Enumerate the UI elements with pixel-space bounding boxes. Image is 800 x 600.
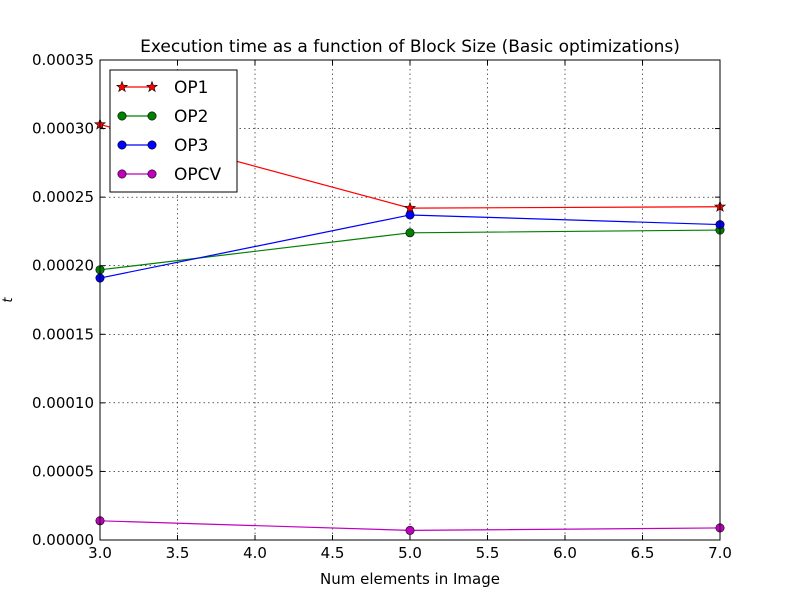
legend-marker-op2 bbox=[117, 111, 127, 121]
x-tick-label: 3.5 bbox=[166, 544, 190, 562]
data-point-opcv bbox=[405, 525, 415, 535]
legend-marker-op3 bbox=[147, 140, 157, 150]
x-axis-label: Num elements in Image bbox=[320, 570, 500, 588]
x-tick-label: 7.0 bbox=[708, 544, 732, 562]
legend-label-opcv: OPCV bbox=[174, 165, 222, 185]
legend-marker-op1 bbox=[145, 80, 159, 93]
y-tick-label: 0.00025 bbox=[32, 188, 94, 206]
axis-ticks: 3.0 3.5 4.0 4.5 5.0 5.5 6.0 6.5 7.0 0.00000 0.0000… bbox=[32, 51, 732, 562]
y-tick-label: 0.00030 bbox=[32, 120, 94, 138]
y-axis-label: t bbox=[1, 297, 16, 303]
data-point-op3 bbox=[405, 210, 415, 220]
y-tick-label: 0.00015 bbox=[32, 325, 94, 343]
y-tick-label: 0.00000 bbox=[32, 531, 94, 549]
y-tick-label: 0.00020 bbox=[32, 257, 94, 275]
legend-marker-opcv bbox=[117, 169, 127, 179]
y-tick-label: 0.00005 bbox=[32, 462, 94, 480]
legend-label-op1: OP1 bbox=[174, 78, 208, 98]
x-tick-label: 3.0 bbox=[88, 544, 112, 562]
x-tick-label: 4.5 bbox=[321, 544, 345, 562]
data-point-op2 bbox=[405, 228, 415, 238]
x-tick-label: 5.0 bbox=[398, 544, 422, 562]
x-tick-label: 5.5 bbox=[476, 544, 500, 562]
legend-label-op3: OP3 bbox=[174, 136, 208, 156]
x-tick-label: 4.0 bbox=[243, 544, 267, 562]
chart-title: Execution time as a function of Block Si… bbox=[140, 37, 680, 57]
data-point-op1 bbox=[403, 201, 417, 214]
legend: OP1 OP2 OP3 OPCV bbox=[109, 69, 238, 193]
legend-marker-opcv bbox=[147, 169, 157, 179]
legend-marker-op3 bbox=[117, 140, 127, 150]
legend-marker-op2 bbox=[147, 111, 157, 121]
x-tick-label: 6.5 bbox=[631, 544, 655, 562]
legend-marker-op1 bbox=[115, 80, 129, 93]
grid-lines bbox=[100, 60, 720, 540]
y-tick-label: 0.00010 bbox=[32, 394, 94, 412]
x-tick-label: 6.0 bbox=[553, 544, 577, 562]
y-tick-label: 0.00035 bbox=[32, 51, 94, 69]
legend-label-op2: OP2 bbox=[174, 107, 208, 127]
legend-box bbox=[109, 69, 238, 193]
